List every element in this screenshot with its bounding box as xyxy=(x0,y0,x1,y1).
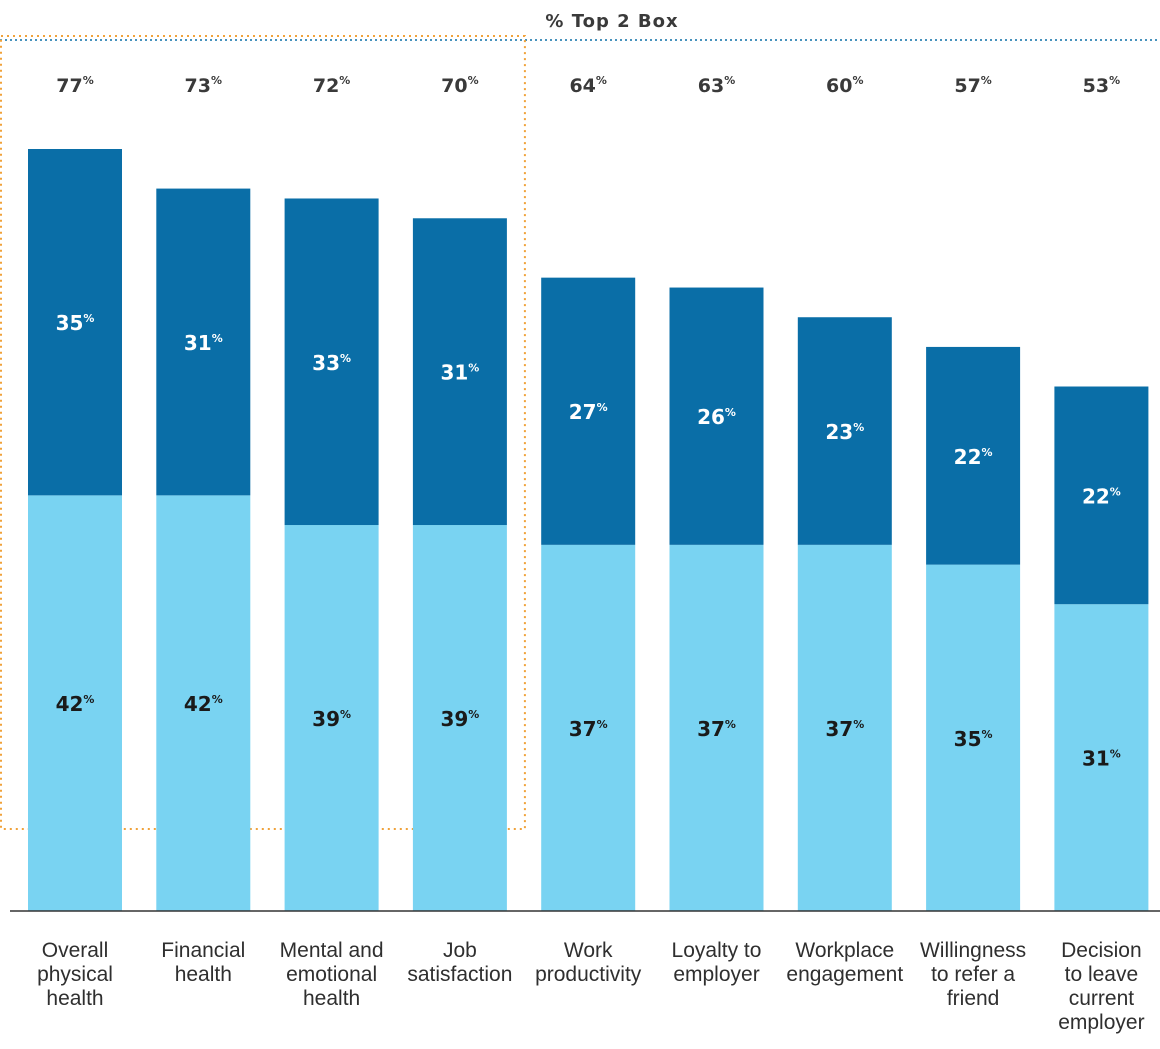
segment-value-label-upper-3: 33% xyxy=(312,351,351,375)
category-label-4: Job satisfaction xyxy=(407,939,512,986)
segment-value-label-upper-4: 31% xyxy=(440,361,479,385)
total-value-label-9: 53% xyxy=(1083,74,1120,97)
category-label-7: Workplace engagement xyxy=(786,939,903,986)
total-value-label-2: 73% xyxy=(185,74,222,97)
segment-value-label-lower-3: 39% xyxy=(312,707,351,731)
bar-segment-upper-1 xyxy=(28,149,122,496)
total-value-label-4: 70% xyxy=(441,74,478,97)
total-value-label-5: 64% xyxy=(569,74,606,97)
chart-title: % Top 2 Box xyxy=(545,11,678,32)
highlight-box xyxy=(0,35,526,830)
category-label-5: Work productivity xyxy=(535,939,642,986)
total-value-label-6: 63% xyxy=(698,74,735,97)
segment-value-label-upper-8: 22% xyxy=(954,445,993,469)
total-value-label-7: 60% xyxy=(826,74,863,97)
segment-value-label-upper-9: 22% xyxy=(1082,484,1121,508)
category-label-2: Financial health xyxy=(161,939,245,986)
bar-segment-upper-9 xyxy=(1054,386,1149,605)
segment-value-label-lower-4: 39% xyxy=(440,707,479,731)
segment-value-label-upper-6: 26% xyxy=(697,405,736,429)
labels-group: 42% 35% 77% 42% 31% 73% 39% 33% 72% 39% 31% 70% 37% 2… xyxy=(56,74,1121,771)
total-value-label-1: 77% xyxy=(56,74,93,97)
category-label-8: Willingness to refer a friend xyxy=(920,939,1026,1010)
segment-value-label-lower-7: 37% xyxy=(825,717,864,741)
segment-value-label-lower-5: 37% xyxy=(569,717,608,741)
bar-segment-upper-5 xyxy=(541,277,636,545)
bar-segment-upper-3 xyxy=(284,198,379,526)
bar-segment-lower-4 xyxy=(412,525,507,911)
bar-segment-lower-5 xyxy=(541,544,636,911)
segment-value-label-upper-5: 27% xyxy=(569,400,608,424)
bar-segment-lower-6 xyxy=(669,544,764,911)
bar-segment-lower-9 xyxy=(1054,604,1149,911)
segment-value-label-upper-1: 35% xyxy=(56,311,95,335)
category-label-9: Decision to leave current employer xyxy=(1058,939,1144,1034)
bar-segment-lower-1 xyxy=(28,495,122,911)
segment-value-label-lower-1: 42% xyxy=(56,692,95,716)
bar-segment-upper-7 xyxy=(797,317,892,545)
bar-segment-upper-8 xyxy=(926,346,1021,565)
segment-value-label-lower-9: 31% xyxy=(1082,747,1121,771)
segment-value-label-lower-8: 35% xyxy=(954,727,993,751)
bar-segment-lower-8 xyxy=(926,564,1021,911)
bar-segment-lower-7 xyxy=(797,544,892,911)
category-labels-group: Overall physical health Financial health Ment… xyxy=(37,939,1145,1034)
category-label-1: Overall physical health xyxy=(37,939,113,1010)
segment-value-label-upper-2: 31% xyxy=(184,331,223,355)
segment-value-label-lower-2: 42% xyxy=(184,692,223,716)
bar-segment-lower-3 xyxy=(284,525,379,911)
bar-segment-upper-6 xyxy=(669,287,764,545)
segment-value-label-upper-7: 23% xyxy=(825,420,864,444)
total-value-label-3: 72% xyxy=(313,74,350,97)
bar-segment-upper-4 xyxy=(412,218,507,526)
category-label-3: Mental and emotional health xyxy=(280,939,384,1010)
bar-segment-upper-2 xyxy=(156,188,251,496)
total-value-label-8: 57% xyxy=(954,74,991,97)
segment-value-label-lower-6: 37% xyxy=(697,717,736,741)
category-label-6: Loyalty to employer xyxy=(672,939,762,986)
bar-segment-lower-2 xyxy=(156,495,251,911)
bars-group xyxy=(28,149,1149,911)
